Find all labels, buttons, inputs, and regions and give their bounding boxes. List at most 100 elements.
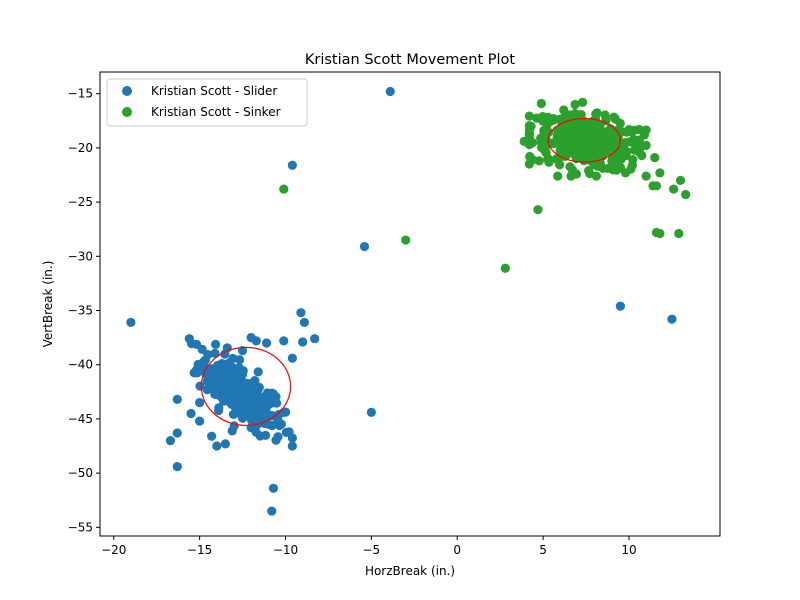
scatter-point xyxy=(600,110,610,120)
scatter-point xyxy=(126,317,136,328)
scatter-point xyxy=(641,140,651,150)
scatter-point xyxy=(264,419,274,430)
scatter-point xyxy=(565,162,575,172)
scatter-point xyxy=(259,394,269,404)
scatter-point xyxy=(253,367,263,377)
scatter-point xyxy=(234,355,245,365)
scatter-point xyxy=(655,228,665,239)
plot-area xyxy=(126,86,691,516)
scatter-point xyxy=(610,155,620,166)
scatter-point xyxy=(651,181,662,191)
scatter-point xyxy=(267,388,277,398)
scatter-point xyxy=(637,150,647,161)
y-tick-label: −15 xyxy=(68,87,93,101)
scatter-point xyxy=(359,241,370,252)
scatter-point xyxy=(246,333,256,343)
scatter-point xyxy=(641,171,651,181)
legend-marker-slider xyxy=(122,86,132,96)
scatter-point xyxy=(298,337,308,347)
scatter-point xyxy=(220,349,230,359)
x-tick-label: 0 xyxy=(453,543,461,557)
scatter-point xyxy=(541,148,551,158)
scatter-point xyxy=(538,116,548,126)
scatter-point xyxy=(594,145,605,155)
scatter-point xyxy=(566,171,576,181)
series-1 xyxy=(279,97,691,273)
x-tick-label: 5 xyxy=(539,543,547,557)
y-tick-label: −25 xyxy=(68,195,93,209)
scatter-point xyxy=(172,428,182,438)
y-tick-label: −40 xyxy=(68,358,93,372)
scatter-point xyxy=(274,420,285,431)
scatter-point xyxy=(203,377,213,387)
x-tick-label: −5 xyxy=(363,543,381,557)
scatter-point xyxy=(287,441,297,451)
scatter-point xyxy=(544,157,554,167)
scatter-point xyxy=(560,151,571,161)
scatter-point xyxy=(545,117,555,127)
scatter-point xyxy=(615,118,625,129)
x-tick-label: −20 xyxy=(101,543,126,557)
scatter-point xyxy=(219,365,229,376)
scatter-point xyxy=(572,126,582,137)
scatter-point xyxy=(207,364,217,374)
scatter-point xyxy=(587,137,597,147)
scatter-point xyxy=(271,398,282,408)
scatter-point xyxy=(596,134,606,144)
legend-label-slider: Kristian Scott - Slider xyxy=(151,84,277,98)
chart-title: Kristian Scott Movement Plot xyxy=(305,52,516,68)
scatter-point xyxy=(198,357,209,367)
scatter-point xyxy=(385,86,395,97)
scatter-point xyxy=(525,151,535,162)
scatter-point xyxy=(287,433,297,443)
scatter-point xyxy=(231,382,242,392)
scatter-point xyxy=(186,408,196,419)
scatter-point xyxy=(218,382,228,392)
y-tick-label: −20 xyxy=(68,141,93,155)
axes-frame xyxy=(99,71,721,537)
scatter-point xyxy=(625,137,635,147)
scatter-point xyxy=(238,413,248,423)
scatter-point xyxy=(604,141,614,151)
x-tick-label: −15 xyxy=(187,543,212,557)
scatter-point xyxy=(553,171,563,181)
scatter-point xyxy=(650,153,660,163)
scatter-point xyxy=(279,336,289,346)
y-tick-label: −35 xyxy=(68,304,93,318)
scatter-point xyxy=(585,168,595,179)
scatter-point xyxy=(570,108,580,119)
legend-frame xyxy=(106,78,308,127)
scatter-point xyxy=(310,334,320,344)
scatter-point xyxy=(212,441,222,451)
scatter-point xyxy=(565,139,575,149)
scatter-point xyxy=(527,138,538,148)
scatter-point xyxy=(261,338,272,348)
scatter-point xyxy=(195,381,205,391)
scatter-point xyxy=(287,353,297,363)
scatter-point xyxy=(192,368,202,378)
scatter-point xyxy=(253,411,263,421)
scatter-point xyxy=(536,98,546,109)
scatter-point xyxy=(622,127,632,137)
scatter-point xyxy=(195,398,205,408)
scatter-point xyxy=(675,175,686,186)
scatter-point xyxy=(165,436,176,446)
series-0 xyxy=(126,86,677,516)
scatter-point xyxy=(214,405,224,416)
scatter-point xyxy=(524,159,534,169)
scatter-point xyxy=(524,111,534,121)
scatter-point xyxy=(544,127,554,137)
scatter-point xyxy=(655,168,665,178)
scatter-point xyxy=(268,483,279,493)
scatter-point xyxy=(611,133,621,143)
y-axis-label: VertBreak (in.) xyxy=(41,261,55,348)
scatter-point xyxy=(210,339,221,349)
scatter-point xyxy=(681,189,691,200)
scatter-point xyxy=(641,125,651,135)
y-tick-label: −30 xyxy=(68,249,93,263)
scatter-point xyxy=(195,416,205,426)
scatter-point xyxy=(595,161,605,172)
scatter-point xyxy=(626,164,636,174)
scatter-point xyxy=(243,406,253,416)
